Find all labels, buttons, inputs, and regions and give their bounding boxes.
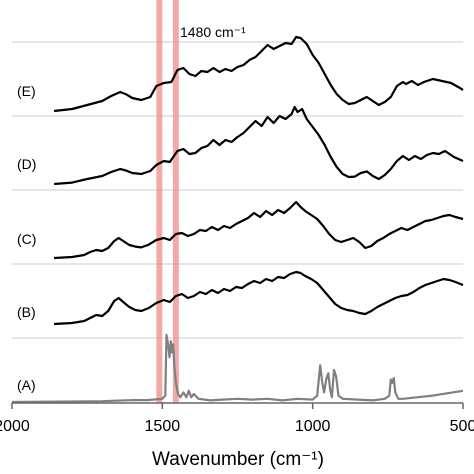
x-tick-label-1000: 1000 xyxy=(295,418,331,435)
series-line-b xyxy=(54,270,464,326)
series-labels: (E) (D) (C) (B) (A) xyxy=(17,83,36,393)
x-tick-label-500: 500 xyxy=(450,418,474,435)
highlight-band-1 xyxy=(156,0,163,403)
x-tick-label-2000: 2000 xyxy=(0,418,30,435)
series-line-c xyxy=(54,200,464,260)
series-line-d xyxy=(54,105,464,186)
series-line-e xyxy=(53,35,464,113)
highlight-band-2 xyxy=(172,0,179,403)
series-line-a xyxy=(11,333,464,404)
series-label-e: (E) xyxy=(17,83,36,99)
grid-lines xyxy=(12,41,463,339)
series-label-a: (A) xyxy=(17,377,36,393)
x-axis-label: Wavenumber (cm⁻¹) xyxy=(152,449,324,470)
series-label-b: (B) xyxy=(17,304,36,320)
series-lines xyxy=(11,35,464,404)
series-label-d: (D) xyxy=(17,156,36,172)
x-axis: 2000 1500 1000 500 xyxy=(0,402,474,435)
annotation-1480: 1480 cm⁻¹ xyxy=(180,24,246,40)
series-label-c: (C) xyxy=(17,231,36,247)
highlight-bands xyxy=(156,0,179,403)
x-tick-label-1500: 1500 xyxy=(145,418,181,435)
